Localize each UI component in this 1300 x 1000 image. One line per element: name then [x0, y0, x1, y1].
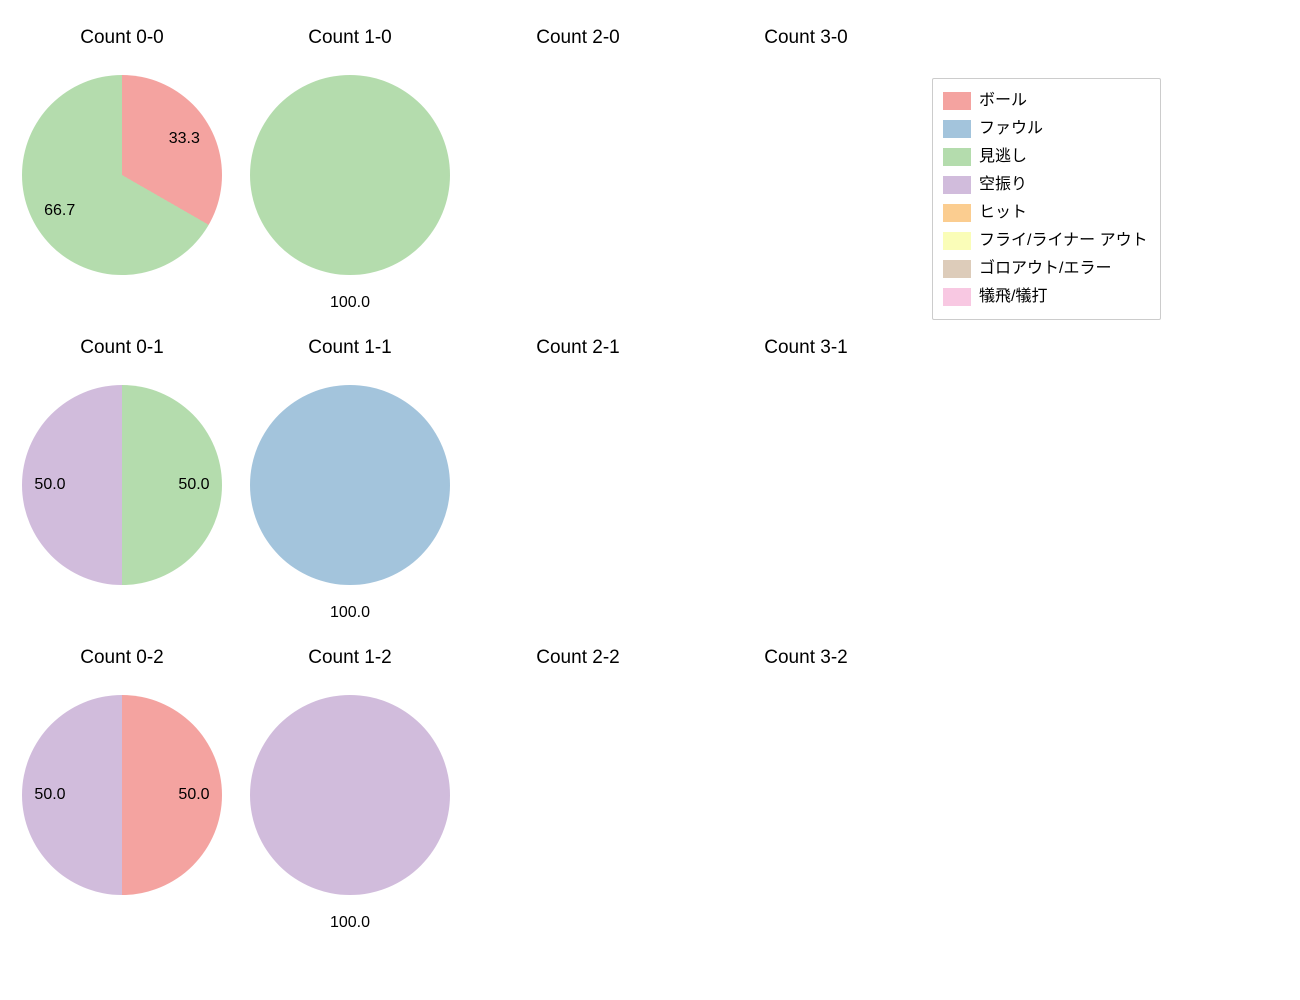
- legend-label: ファウル: [979, 115, 1043, 143]
- pie-slice-label: 66.7: [44, 202, 75, 220]
- pie-slice-label: 50.0: [178, 786, 209, 804]
- panel-title: Count 0-2: [80, 647, 163, 669]
- legend-swatch: [943, 232, 971, 250]
- panel-title: Count 1-2: [308, 647, 391, 669]
- legend-label: ゴロアウト/エラー: [979, 255, 1111, 283]
- pie-slice-label: 50.0: [34, 476, 65, 494]
- legend-label: 見逃し: [979, 143, 1027, 171]
- chart-root: Count 0-0 33.3 66.7 Count 1-0 100.0 Count 2-0…: [0, 0, 1300, 1000]
- legend-label: フライ/ライナー アウト: [979, 227, 1148, 255]
- panel-title: Count 3-0: [764, 27, 847, 49]
- legend-swatch: [943, 120, 971, 138]
- legend-item: ゴロアウト/エラー: [943, 255, 1148, 283]
- pie-slice-label: 50.0: [178, 476, 209, 494]
- pie-slice-label: 100.0: [330, 604, 370, 622]
- legend-item: ヒット: [943, 199, 1148, 227]
- panel-title: Count 2-2: [536, 647, 619, 669]
- pie-slice-label: 33.3: [169, 130, 200, 148]
- pie-chart: [250, 695, 450, 895]
- legend: ボールファウル見逃し空振りヒットフライ/ライナー アウトゴロアウト/エラー犠飛/…: [932, 78, 1161, 320]
- legend-swatch: [943, 92, 971, 110]
- panel-title: Count 1-1: [308, 337, 391, 359]
- legend-swatch: [943, 260, 971, 278]
- legend-item: フライ/ライナー アウト: [943, 227, 1148, 255]
- pie-chart: [22, 75, 222, 275]
- legend-item: ボール: [943, 87, 1148, 115]
- legend-label: 空振り: [979, 171, 1027, 199]
- legend-swatch: [943, 288, 971, 306]
- pie-chart: [250, 75, 450, 275]
- panel-title: Count 0-1: [80, 337, 163, 359]
- legend-item: 見逃し: [943, 143, 1148, 171]
- legend-item: 犠飛/犠打: [943, 283, 1148, 311]
- panel-title: Count 1-0: [308, 27, 391, 49]
- legend-swatch: [943, 148, 971, 166]
- legend-item: ファウル: [943, 115, 1148, 143]
- panel-title: Count 0-0: [80, 27, 163, 49]
- legend-label: 犠飛/犠打: [979, 283, 1047, 311]
- pie-slice-label: 100.0: [330, 294, 370, 312]
- panel-title: Count 2-0: [536, 27, 619, 49]
- legend-label: ボール: [979, 87, 1027, 115]
- panel-title: Count 2-1: [536, 337, 619, 359]
- pie-chart: [250, 385, 450, 585]
- pie-slice-label: 100.0: [330, 914, 370, 932]
- legend-swatch: [943, 204, 971, 222]
- legend-label: ヒット: [979, 199, 1027, 227]
- legend-item: 空振り: [943, 171, 1148, 199]
- legend-swatch: [943, 176, 971, 194]
- pie-slice-label: 50.0: [34, 786, 65, 804]
- panel-title: Count 3-1: [764, 337, 847, 359]
- panel-title: Count 3-2: [764, 647, 847, 669]
